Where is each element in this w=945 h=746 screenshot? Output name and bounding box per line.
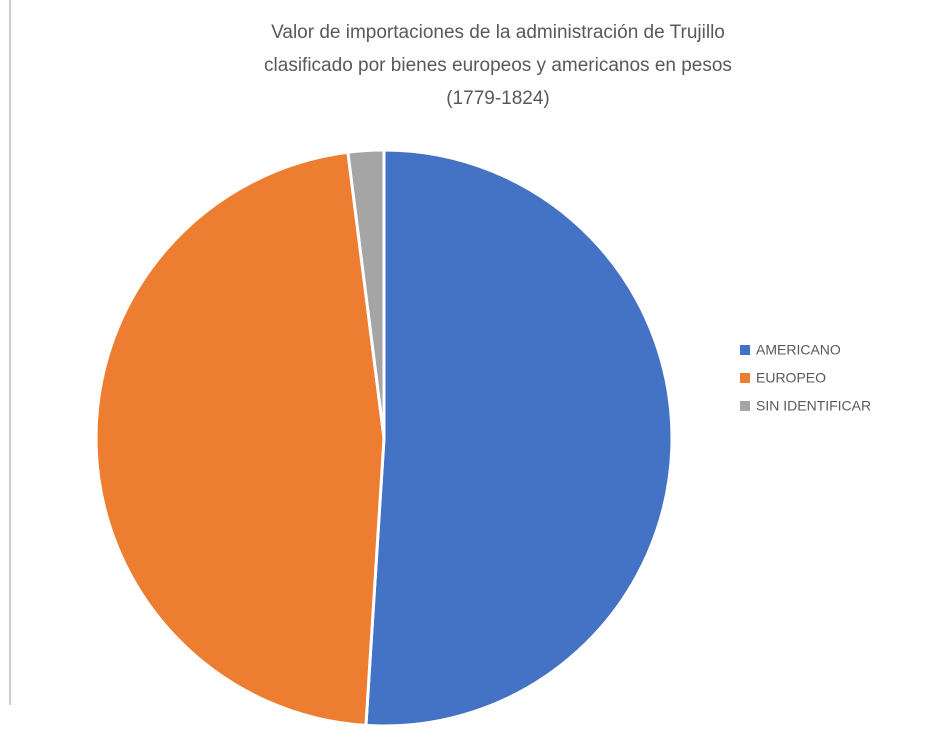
legend-label: SIN IDENTIFICAR: [756, 398, 871, 414]
legend-swatch: [740, 345, 750, 355]
legend-swatch: [740, 373, 750, 383]
legend-label: EUROPEO: [756, 370, 826, 386]
chart-title: Valor de importaciones de la administrac…: [264, 22, 732, 109]
pie-slice: [346, 148, 386, 439]
pie-slice: [94, 150, 386, 728]
pie-slice: [364, 148, 674, 728]
legend-swatch: [740, 401, 750, 411]
legend-label: AMERICANO: [756, 342, 841, 358]
